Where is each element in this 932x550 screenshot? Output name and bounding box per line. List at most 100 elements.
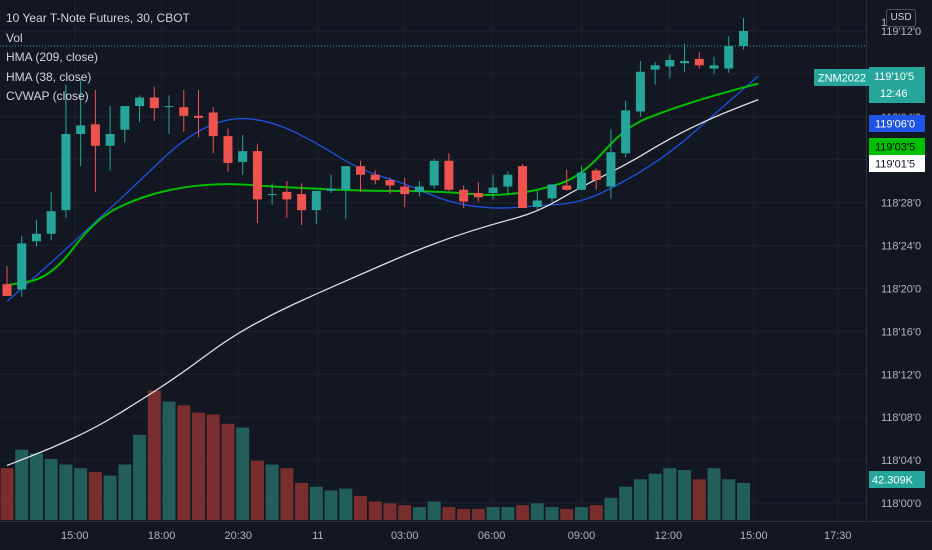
volume-bar — [678, 470, 692, 520]
svg-text:42.309K: 42.309K — [872, 475, 914, 487]
candle-body — [164, 106, 174, 108]
svg-text:119'10'5: 119'10'5 — [874, 71, 914, 83]
volume-bar — [15, 449, 29, 520]
svg-text:119'01'5: 119'01'5 — [875, 159, 915, 171]
candle-body — [208, 112, 218, 137]
symbol-tag: ZNM2022 — [814, 69, 870, 86]
volume-bar — [633, 479, 647, 520]
price-tick-label: 118'00'0 — [881, 498, 921, 510]
hma209-line — [6, 75, 759, 302]
volume-bar — [442, 507, 456, 520]
price-tick-label: 118'24'0 — [881, 241, 921, 253]
candle-body — [488, 187, 498, 193]
candle-body — [149, 97, 159, 109]
bar-countdown: 12:46 — [880, 88, 908, 100]
time-tick-label: 15:00 — [61, 530, 89, 542]
time-tick-label: 15:00 — [740, 530, 768, 542]
candle-body — [179, 107, 189, 116]
legend-hma38[interactable]: HMA (38, close) — [6, 69, 92, 84]
volume-bar — [177, 405, 191, 520]
candles — [2, 18, 748, 298]
volume-bar — [309, 486, 323, 520]
time-tick-label: 12:00 — [655, 530, 683, 542]
volume-bar — [118, 464, 132, 520]
volume-bar — [59, 464, 73, 520]
volume-bar — [737, 483, 750, 520]
candle-body — [120, 106, 130, 130]
candle-body — [135, 97, 145, 107]
volume-bar — [191, 412, 205, 520]
price-tick-label: 118'08'0 — [881, 412, 921, 424]
candle-body — [414, 186, 424, 192]
candle-body — [591, 170, 601, 181]
candle-body — [665, 59, 675, 67]
volume-bar — [412, 507, 426, 520]
volume-bar — [354, 495, 368, 520]
volume-bar — [457, 508, 471, 520]
candle-body — [17, 243, 27, 290]
hma209-price-tag: 119'06'0 — [869, 115, 925, 132]
volume-bars — [0, 390, 750, 520]
candle-body — [223, 136, 233, 163]
volume-bar — [648, 473, 662, 520]
candle-body — [356, 166, 366, 175]
volume-bar — [74, 468, 88, 520]
cvwap-line — [6, 99, 759, 467]
legend-title[interactable]: 10 Year T-Note Futures, 30, CBOT — [6, 11, 190, 25]
candle-body — [297, 194, 307, 211]
legend-cvwap[interactable]: CVWAP (close) — [6, 89, 89, 103]
volume-bar — [250, 460, 264, 520]
candle-body — [193, 115, 203, 118]
volume-bar — [427, 501, 441, 520]
svg-text:119'03'5: 119'03'5 — [875, 142, 915, 154]
candle-body — [400, 186, 410, 195]
candle-body — [46, 211, 56, 234]
legend-vol[interactable]: Vol — [6, 30, 23, 45]
time-tick-label: 03:00 — [391, 530, 419, 542]
candle-body — [576, 172, 586, 190]
candle-body — [31, 233, 41, 242]
volume-bar — [398, 505, 412, 520]
volume-bar — [0, 468, 14, 520]
volume-bar — [471, 508, 485, 520]
volume-tag: 42.309K — [869, 471, 925, 488]
legend-hma209[interactable]: HMA (209, close) — [6, 50, 99, 64]
candle-body — [326, 188, 336, 191]
time-tick-label: 11 — [312, 530, 323, 542]
candle-body — [694, 58, 704, 66]
volume-bar — [103, 475, 117, 520]
volume-bar — [280, 468, 294, 520]
candle-body — [267, 194, 277, 196]
last-price-tag: 119'10'5 12:46 — [869, 67, 925, 103]
candle-body — [724, 46, 734, 69]
volume-bar — [692, 479, 706, 520]
candle-body — [606, 152, 616, 187]
candle-body — [370, 174, 380, 181]
candle-body — [503, 174, 513, 187]
volume-bar — [29, 453, 43, 520]
volume-bar — [604, 497, 618, 520]
volume-bar — [516, 505, 530, 520]
candle-body — [459, 189, 469, 202]
volume-bar — [221, 423, 235, 520]
volume-bar — [486, 507, 500, 520]
candle-body — [238, 151, 248, 162]
time-axis[interactable]: 15:00 18:00 20:30 11 03:00 06:00 09:00 12:00 15:… — [61, 530, 852, 542]
time-tick-label: 06:00 — [478, 530, 506, 542]
currency-button[interactable]: USD — [886, 9, 916, 27]
candle-body — [518, 166, 528, 208]
cvwap-price-tag: 119'01'5 — [869, 155, 925, 172]
volume-bar — [619, 486, 633, 520]
volume-bar — [265, 464, 279, 520]
volume-bar — [530, 503, 544, 520]
chart-legend: 10 Year T-Note Futures, 30, CBOT Vol HMA… — [6, 9, 190, 107]
candle-body — [429, 160, 439, 186]
candle-body — [562, 185, 572, 190]
candle-body — [61, 133, 71, 211]
candle-body — [252, 151, 262, 200]
candle-body — [547, 184, 557, 199]
hma38-line — [6, 82, 759, 287]
volume-bar — [383, 503, 397, 520]
candle-body — [680, 61, 690, 64]
